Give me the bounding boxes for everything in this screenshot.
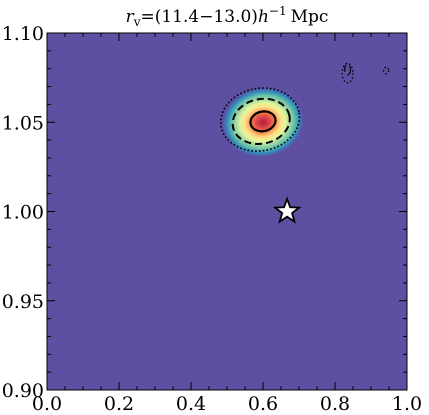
x-tick-label: 0.2 [104, 393, 134, 415]
minor-contour-1 [341, 62, 354, 84]
contour-layer [219, 62, 390, 152]
title-exponent: −1 [269, 4, 287, 18]
x-tick-label: 0.6 [248, 393, 278, 415]
axis-ticks [46, 32, 408, 391]
x-tick-label: 1.0 [392, 393, 422, 415]
contour-inner [249, 110, 277, 133]
minor-contour-0 [344, 63, 352, 76]
chart-title: rv=(11.4−13.0)h−1 Mpc [126, 4, 329, 29]
plot-background [47, 33, 407, 390]
x-tick-label: 0.8 [320, 393, 350, 415]
title-symbol: r [126, 7, 135, 27]
y-tick-label: 0.90 [2, 380, 44, 402]
tick-labels: 0.0 0.2 0.4 0.6 0.8 1.0 0.90 0.95 1.00 1.05 1.10 [2, 23, 422, 415]
contour-outer [219, 87, 301, 152]
x-tick-label: 0.4 [176, 393, 206, 415]
minor-contour-2 [383, 66, 390, 75]
contour-middle [231, 97, 291, 145]
title-h: h [258, 7, 269, 27]
x-tick-label: 0.0 [32, 393, 62, 415]
title-range: =(11.4−13.0) [140, 7, 257, 27]
y-tick-label: 1.00 [2, 202, 44, 224]
y-tick-label: 1.10 [2, 23, 44, 45]
star-marker [272, 196, 302, 224]
y-tick-label: 0.95 [2, 291, 44, 313]
title-unit: Mpc [291, 7, 329, 27]
y-tick-label: 1.05 [2, 112, 44, 134]
plot-content [219, 62, 390, 157]
title-subscript: v [133, 15, 141, 29]
